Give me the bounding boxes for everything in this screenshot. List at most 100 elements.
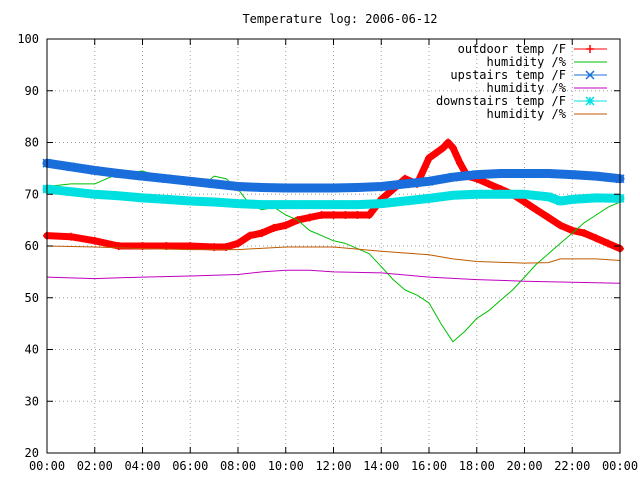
legend-label: humidity /%: [487, 81, 567, 95]
data-point: [432, 148, 441, 157]
data-point: [352, 182, 362, 193]
y-tick-label: 40: [25, 343, 39, 357]
data-point: [305, 213, 314, 222]
data-point: [353, 210, 362, 219]
data-point: [281, 200, 291, 210]
data-point: [281, 183, 291, 193]
data-point: [137, 193, 148, 203]
data-point: [604, 239, 613, 248]
data-point: [90, 236, 99, 245]
data-point: [90, 165, 100, 175]
data-point: [257, 229, 266, 238]
data-point: [329, 210, 338, 219]
x-tick-label: 16:00: [411, 459, 447, 473]
data-point: [448, 190, 458, 200]
data-point: [66, 232, 75, 241]
x-tick-label: 18:00: [459, 459, 495, 473]
legend-marker: [586, 45, 594, 53]
data-point: [233, 199, 243, 209]
data-point: [245, 231, 254, 240]
y-tick-label: 80: [25, 136, 39, 150]
data-point: [591, 193, 601, 203]
data-point: [257, 200, 267, 210]
data-point: [591, 171, 601, 181]
series-line: [46, 245, 621, 264]
data-point: [186, 242, 195, 250]
y-tick-label: 50: [25, 291, 39, 305]
data-point: [472, 189, 482, 199]
data-point: [556, 221, 565, 230]
data-point: [161, 194, 171, 204]
legend-label: humidity /%: [487, 107, 567, 121]
series-4: [42, 184, 625, 210]
data-point: [185, 176, 195, 186]
data-point: [400, 179, 410, 189]
data-series: [42, 138, 625, 343]
data-point: [90, 189, 100, 199]
data-point: [484, 179, 493, 188]
axes: 20 30 40 50 60 70 80 90 100 00:00 02:00 04:00 06:00 0…: [17, 32, 638, 473]
series-3: [46, 269, 621, 284]
x-tick-label: 20:00: [506, 459, 542, 473]
data-point: [580, 229, 589, 238]
data-point: [233, 181, 243, 192]
data-point: [114, 191, 124, 201]
data-point: [424, 176, 434, 186]
data-point: [424, 193, 434, 203]
series-line: [46, 269, 621, 284]
data-point: [317, 210, 326, 219]
data-point: [328, 183, 339, 193]
data-point: [341, 210, 350, 219]
data-point: [532, 205, 541, 214]
y-tick-label: 30: [25, 394, 39, 408]
x-tick-label: 22:00: [554, 459, 590, 473]
x-tick-label: 00:00: [602, 459, 638, 473]
data-point: [328, 200, 339, 210]
x-tick-label: 08:00: [220, 459, 256, 473]
y-tick-label: 90: [25, 84, 39, 98]
data-point: [376, 181, 386, 192]
x-tick-label: 14:00: [363, 459, 399, 473]
data-point: [496, 189, 506, 199]
data-point: [281, 221, 290, 230]
data-point: [567, 170, 577, 180]
data-point: [305, 183, 315, 193]
x-tick-label: 04:00: [124, 459, 160, 473]
legend-label: outdoor temp /F: [458, 42, 566, 56]
x-tick-label: 02:00: [77, 459, 113, 473]
data-point: [305, 200, 315, 210]
y-tick-label: 60: [25, 239, 39, 253]
data-point: [365, 210, 374, 219]
gridlines: [47, 39, 620, 453]
data-point: [161, 174, 171, 184]
legend-label: humidity /%: [487, 55, 567, 69]
legend-label: downstairs temp /F: [436, 94, 566, 108]
y-tick-label: 20: [25, 446, 39, 460]
data-point: [456, 159, 465, 168]
data-point: [544, 213, 553, 222]
data-point: [439, 143, 448, 152]
data-point: [592, 234, 601, 243]
data-point: [185, 196, 195, 206]
data-point: [519, 169, 530, 179]
chart-title: Temperature log: 2006-06-12: [242, 12, 437, 26]
data-point: [448, 143, 457, 152]
data-point: [425, 154, 433, 163]
data-point: [555, 196, 565, 206]
data-point: [519, 189, 530, 199]
data-point: [209, 179, 219, 189]
x-tick-label: 00:00: [29, 459, 65, 473]
data-point: [352, 200, 362, 210]
data-point: [444, 138, 453, 147]
data-point: [114, 169, 124, 179]
data-point: [114, 242, 123, 250]
data-point: [234, 239, 242, 248]
y-tick-label: 100: [17, 32, 39, 46]
legend-label: upstairs temp /F: [450, 68, 566, 82]
data-point: [66, 162, 76, 172]
x-tick-label: 10:00: [268, 459, 304, 473]
legend-marker: [585, 96, 595, 106]
data-point: [137, 171, 148, 181]
y-tick-label: 70: [25, 187, 39, 201]
